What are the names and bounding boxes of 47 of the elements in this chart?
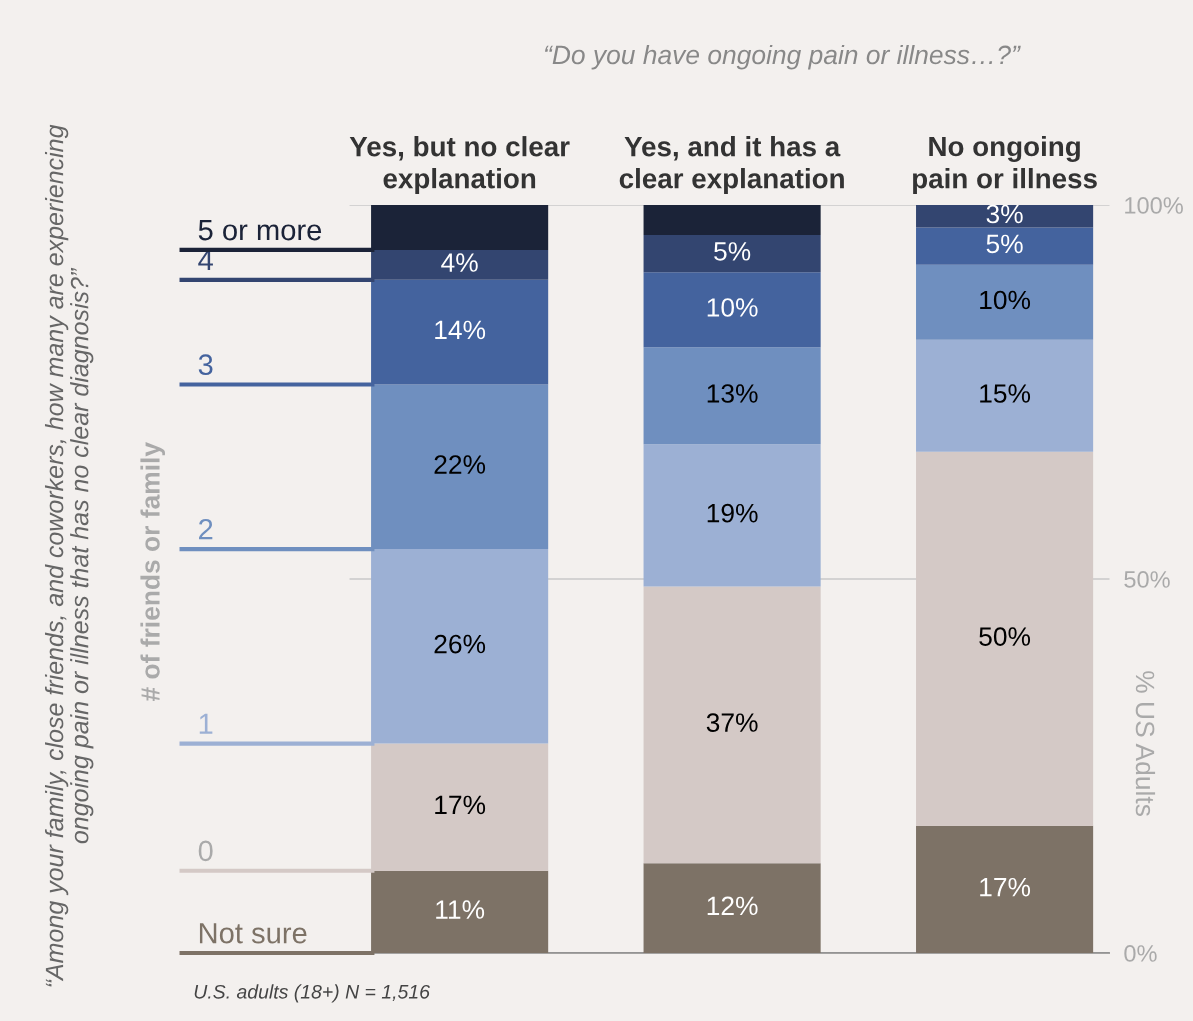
x-tick-label: No ongoing pain or illness xyxy=(913,135,1097,194)
data-label: 13% xyxy=(707,384,758,403)
text: 3 xyxy=(198,354,213,376)
bar xyxy=(916,825,1094,953)
data-label: 26% xyxy=(434,634,486,654)
data-label: 4% xyxy=(441,253,478,272)
data-label: 10% xyxy=(707,298,758,317)
data-label: 10% xyxy=(980,290,1031,310)
data-label: 3% xyxy=(986,204,1023,224)
data-label: 17% xyxy=(435,795,486,815)
data-label: 37% xyxy=(706,713,758,732)
x-tick-label: Yes, and it has a clear explanation xyxy=(619,136,844,194)
text: 1 xyxy=(199,713,213,734)
data-label: 50% xyxy=(979,627,1031,646)
bar xyxy=(643,205,821,235)
bar xyxy=(916,205,1094,228)
text: 2 xyxy=(199,518,213,540)
series-label: 5 or more xyxy=(198,220,322,241)
data-label: 19% xyxy=(707,503,758,523)
bar xyxy=(916,227,1094,265)
x-tick-label: Yes, but no clear explanation xyxy=(349,136,570,194)
data-label: 15% xyxy=(980,384,1031,403)
bar xyxy=(643,586,821,864)
text: U.S. adults (18+) N = 1,516 xyxy=(194,984,430,1003)
y-tick-label: 0% xyxy=(1124,945,1157,962)
data-label: 17% xyxy=(980,877,1031,897)
data-label: 22% xyxy=(434,455,486,474)
data-label: 11% xyxy=(436,900,485,919)
data-label: 5% xyxy=(986,234,1023,254)
bar xyxy=(643,863,821,953)
legend-title: # of friends or family xyxy=(140,442,165,702)
bar xyxy=(643,347,821,445)
y-tick-label: 100% xyxy=(1125,197,1183,214)
y-axis-title: % US Adults xyxy=(1135,671,1156,816)
bar xyxy=(916,264,1094,340)
text: Not sure xyxy=(199,923,307,944)
data-label: 5% xyxy=(714,242,751,261)
y-tick-label: 50% xyxy=(1124,571,1170,588)
data-label: 14% xyxy=(435,320,486,340)
bar xyxy=(643,272,821,348)
bar xyxy=(643,234,821,273)
bar xyxy=(643,444,821,587)
bar xyxy=(916,339,1094,452)
chart-title: “Do you have ongoing pain or illness…?” xyxy=(544,44,1021,70)
text: “Among your family, close friends, and coworkers, how many are experiencing ongoing pain or illness that has no clear diagnosis?” xyxy=(44,124,94,987)
data-label: 12% xyxy=(707,896,758,916)
text: 0 xyxy=(198,840,213,862)
